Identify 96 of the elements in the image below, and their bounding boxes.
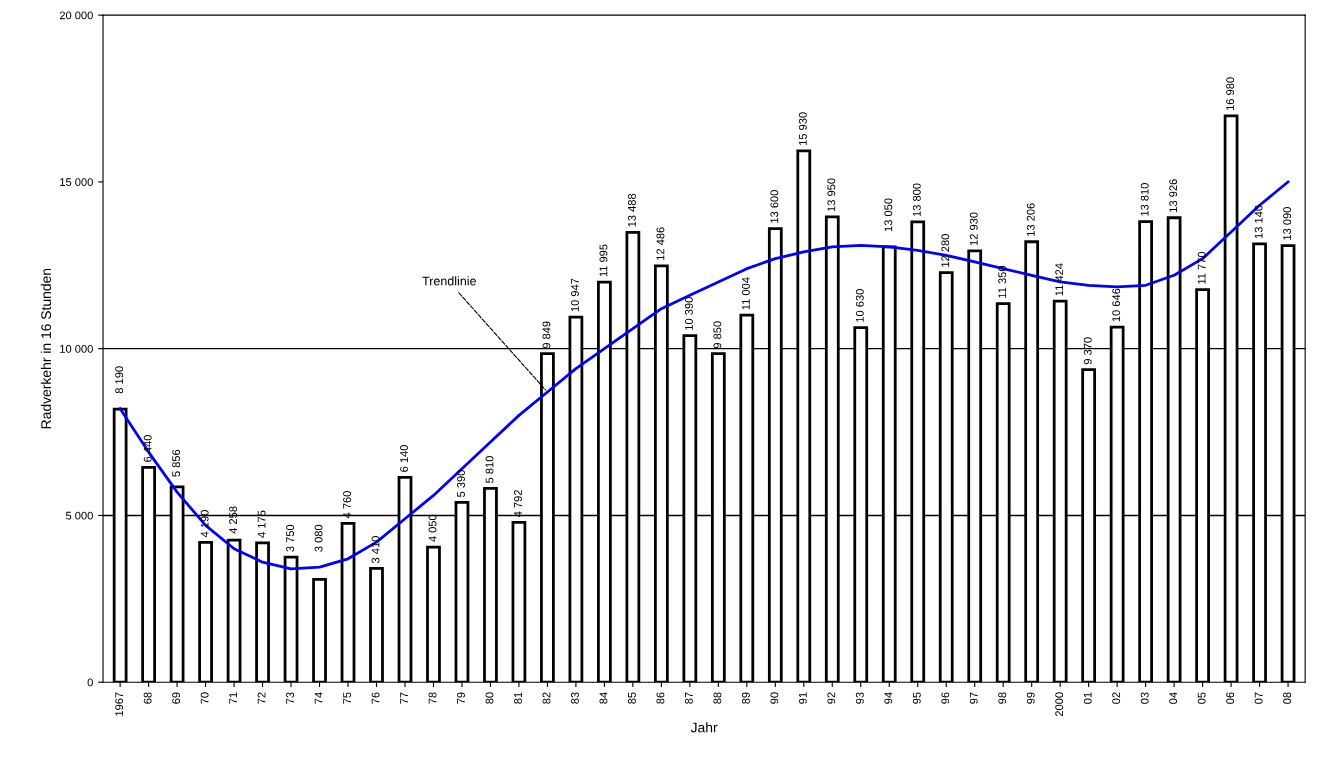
x-tick-label: 05: [1197, 692, 1206, 704]
bar: [283, 555, 299, 683]
data-label: 10 646: [1112, 288, 1121, 322]
x-tick-label: 84: [599, 692, 608, 704]
data-label: 12 486: [656, 227, 665, 260]
x-tick-label: 72: [257, 692, 266, 704]
x-tick-label: 90: [770, 692, 779, 704]
data-label: 6 440: [143, 435, 152, 462]
data-label: 16 980: [1226, 77, 1235, 111]
x-tick-label: 93: [855, 692, 864, 704]
x-tick-label: 99: [1026, 692, 1035, 704]
y-tick-label: 0: [87, 678, 93, 687]
y-tick-label: 5 000: [65, 511, 93, 520]
x-tick-label: 78: [428, 692, 437, 704]
data-label: 10 390: [684, 297, 693, 330]
data-label: 6 140: [400, 445, 408, 472]
data-label: 5 810: [485, 456, 494, 483]
x-tick-label: 08: [1283, 692, 1292, 704]
x-tick-label: 79: [457, 692, 465, 704]
x-tick-label: 88: [713, 692, 722, 704]
bar: [255, 541, 270, 683]
data-label: 11 424: [1055, 263, 1064, 296]
data-label: 13 050: [884, 198, 893, 232]
bar: [312, 578, 327, 683]
x-tick-label: 92: [827, 692, 836, 704]
y-tick-label: 10 000: [60, 344, 93, 353]
data-label: 10 630: [855, 289, 864, 322]
x-tick-label: 73: [286, 692, 295, 704]
data-label: 3 750: [286, 524, 295, 552]
x-tick-label: 06: [1226, 692, 1235, 704]
x-tick-label: 69: [172, 692, 181, 704]
data-label: 13 206: [1026, 203, 1035, 236]
bar: [426, 545, 441, 683]
data-label: 15 930: [798, 112, 807, 146]
bar: [226, 538, 242, 683]
x-tick-label: 91: [798, 692, 807, 704]
x-tick-label: 85: [627, 692, 636, 704]
y-tick-label: 20 000: [59, 11, 93, 20]
data-label: 13 090: [1283, 207, 1292, 240]
data-label: 8 190: [115, 366, 124, 394]
x-tick-label: 97: [969, 692, 978, 704]
x-tick-label: 77: [400, 692, 408, 704]
x-tick-label: 83: [571, 692, 579, 704]
x-tick-label: 98: [998, 692, 1007, 704]
x-tick-label: 80: [485, 692, 494, 704]
x-tick-label: 02: [1112, 692, 1121, 704]
x-tick-label: 04: [1169, 692, 1178, 704]
x-tick-label: 87: [684, 692, 693, 704]
x-tick-label: 70: [200, 692, 209, 704]
data-label: 12 930: [969, 212, 978, 246]
annotation: Trendlinie: [422, 276, 476, 286]
data-label: 11 770: [1197, 251, 1206, 284]
x-tick-label: 82: [542, 692, 551, 704]
x-tick-label: 71: [229, 692, 237, 704]
data-label: 13 488: [627, 193, 636, 227]
bar: [340, 522, 356, 683]
x-tick-label: 2000: [1055, 692, 1064, 717]
data-label: 9 370: [1083, 337, 1092, 365]
x-tick-label: 81: [514, 692, 522, 704]
data-label: 4 190: [200, 510, 209, 538]
data-label: 3 410: [371, 536, 380, 564]
data-label: 12 280: [941, 234, 950, 267]
data-label: 3 080: [314, 524, 323, 552]
x-tick-label: 86: [656, 692, 665, 704]
data-label: 11 004: [741, 277, 750, 310]
data-label: 5 390: [457, 470, 465, 497]
bar: [198, 541, 213, 683]
x-tick-label: 1967: [115, 692, 124, 716]
x-tick-label: 96: [941, 692, 950, 704]
data-label: 9 849: [542, 321, 551, 349]
x-tick-label: 75: [343, 692, 351, 704]
data-label: 13 926: [1169, 179, 1178, 212]
x-tick-label: 03: [1140, 692, 1149, 704]
y-axis-title: Radverkehr in 16 Stunden: [40, 268, 52, 429]
data-label: 13 810: [1140, 183, 1149, 216]
data-label: 11 995: [599, 244, 608, 277]
data-label: 11 350: [998, 265, 1007, 298]
data-label: 13 600: [770, 190, 779, 223]
x-tick-label: 01: [1083, 692, 1092, 704]
data-label: 13 950: [827, 178, 836, 212]
bar: [511, 520, 527, 683]
data-label: 13 800: [912, 183, 921, 217]
x-tick-label: 74: [314, 692, 323, 704]
data-label: 10 947: [571, 278, 579, 312]
x-tick-label: 89: [741, 692, 750, 704]
x-tick-label: 07: [1254, 692, 1263, 704]
x-axis-title: Jahr: [690, 722, 718, 733]
data-label: 5 856: [172, 449, 181, 477]
bar: [369, 567, 384, 683]
x-tick-label: 68: [143, 692, 152, 704]
y-tick-label: 15 000: [60, 178, 93, 187]
x-tick-label: 95: [912, 692, 921, 704]
data-label: 13 140: [1254, 205, 1263, 239]
x-tick-label: 76: [371, 692, 380, 704]
x-tick-label: 94: [884, 692, 893, 704]
data-label: 9 850: [713, 321, 722, 349]
